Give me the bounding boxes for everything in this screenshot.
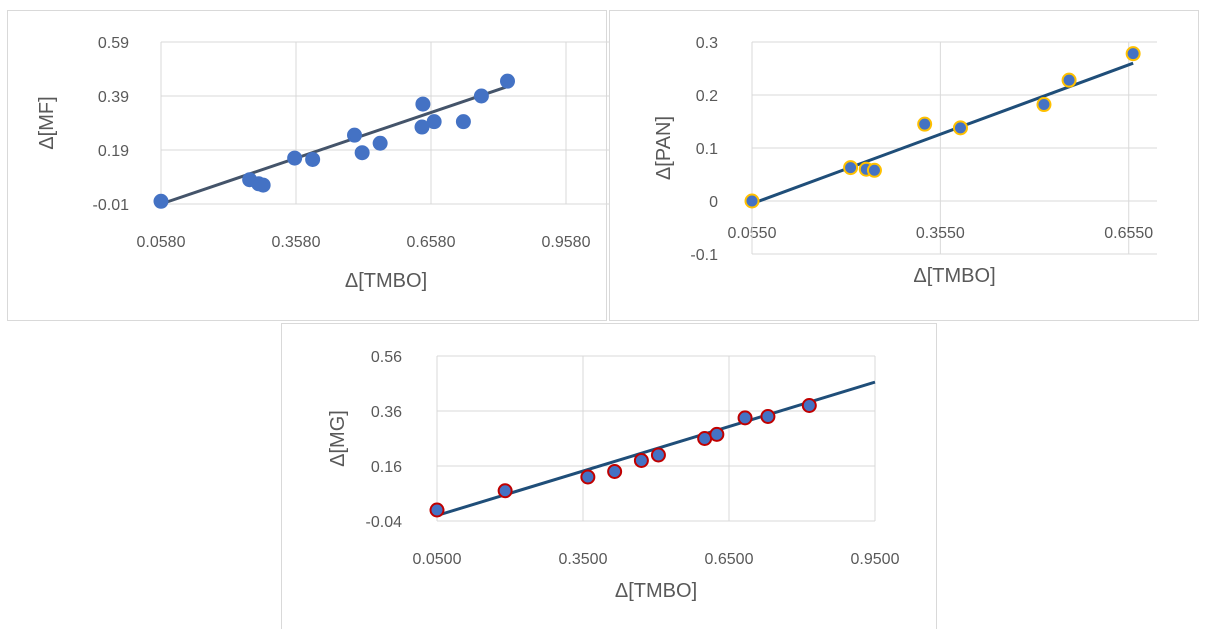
x-tick-label: 0.6500 xyxy=(705,551,754,568)
data-point xyxy=(415,96,431,112)
data-point xyxy=(709,426,725,442)
y-tick-label: 0.59 xyxy=(98,35,129,52)
trendline xyxy=(160,85,508,206)
data-point xyxy=(429,502,445,518)
chart-pan-svg: -0.100.10.20.30.0550 0.3550 0.6550Δ[TMBO]Δ… xyxy=(653,35,1157,287)
y-tick-label: 0.1 xyxy=(696,141,718,158)
x-tick-label: 0.0500 xyxy=(413,551,462,568)
data-point xyxy=(917,116,933,132)
trendline xyxy=(751,61,1134,206)
data-point xyxy=(801,398,817,413)
data-point xyxy=(473,88,489,104)
data-point xyxy=(697,431,713,446)
y-tick-label: 0.56 xyxy=(371,349,402,366)
y-tick-label: 0.39 xyxy=(98,89,129,106)
x-tick-label: 0.9580 xyxy=(542,234,591,251)
data-point xyxy=(347,127,362,143)
x-axis-title: Δ[TMBO] xyxy=(345,270,427,292)
data-point xyxy=(866,162,882,178)
chart-mf-svg: -0.01 0.19 0.39 0.59 0.0580 0.3580 0.6580 0.958… xyxy=(36,35,611,292)
data-point xyxy=(372,135,388,151)
data-point xyxy=(952,120,968,136)
chart-mg-svg: -0.04 0.16 0.36 0.56 0.0500 0.3500 0.6500 0.950… xyxy=(327,349,900,602)
x-tick-label: 0.9500 xyxy=(851,551,900,568)
y-tick-label: 0.2 xyxy=(696,88,718,105)
y-axis-title: Δ[MF] xyxy=(36,96,58,149)
data-point xyxy=(607,464,623,479)
chart-panel-mg: -0.04 0.16 0.36 0.56 0.0500 0.3500 0.6500 0.950… xyxy=(281,323,937,629)
y-axis-title: Δ[MG] xyxy=(327,410,349,467)
data-point xyxy=(455,114,471,130)
x-tick-label: 0.3500 xyxy=(559,551,608,568)
data-point xyxy=(255,177,271,193)
data-point xyxy=(153,193,169,209)
data-point xyxy=(414,119,430,135)
data-point xyxy=(497,483,513,499)
y-tick-label: 0.36 xyxy=(371,404,402,421)
data-point xyxy=(1125,46,1141,62)
data-point xyxy=(354,145,370,161)
x-tick-label: 0.3580 xyxy=(272,234,321,251)
data-point xyxy=(843,160,859,176)
y-tick-label: -0.1 xyxy=(690,247,718,264)
x-tick-label: 0.3550 xyxy=(916,225,965,242)
data-point xyxy=(500,73,515,89)
y-axis-title: Δ[PAN] xyxy=(653,116,675,180)
data-point xyxy=(1061,72,1077,88)
y-tick-label: -0.01 xyxy=(93,197,130,214)
data-point xyxy=(744,193,760,209)
x-axis-title: Δ[TMBO] xyxy=(615,580,697,602)
y-tick-label: 0.16 xyxy=(371,459,402,476)
data-point xyxy=(760,409,776,424)
y-tick-label: -0.04 xyxy=(366,514,403,531)
data-point xyxy=(633,453,649,468)
x-tick-label: 0.6580 xyxy=(407,234,456,251)
data-point xyxy=(650,447,666,463)
y-tick-label: 0.19 xyxy=(98,143,129,160)
chart-panel-pan: -0.1 0 0.1 0.2 0.3 0.0550 0.3550 0.6550 Δ[TMBO] Δ… xyxy=(609,10,1199,321)
data-point xyxy=(1036,97,1052,113)
x-axis-title: Δ[TMBO] xyxy=(913,265,995,287)
data-point xyxy=(426,114,442,130)
data-point xyxy=(287,150,303,166)
chart-panel-mf: -0.01 0.19 0.39 0.59 0.0580 0.3580 0.6580 0.958… xyxy=(7,10,611,321)
y-tick-label: 0 xyxy=(709,194,718,211)
x-tick-label: 0.6550 xyxy=(1104,225,1153,242)
y-tick-label: 0.3 xyxy=(696,35,718,52)
data-point xyxy=(737,410,753,426)
data-point xyxy=(580,469,596,485)
x-tick-label: 0.0580 xyxy=(137,234,186,251)
data-point xyxy=(305,151,321,167)
